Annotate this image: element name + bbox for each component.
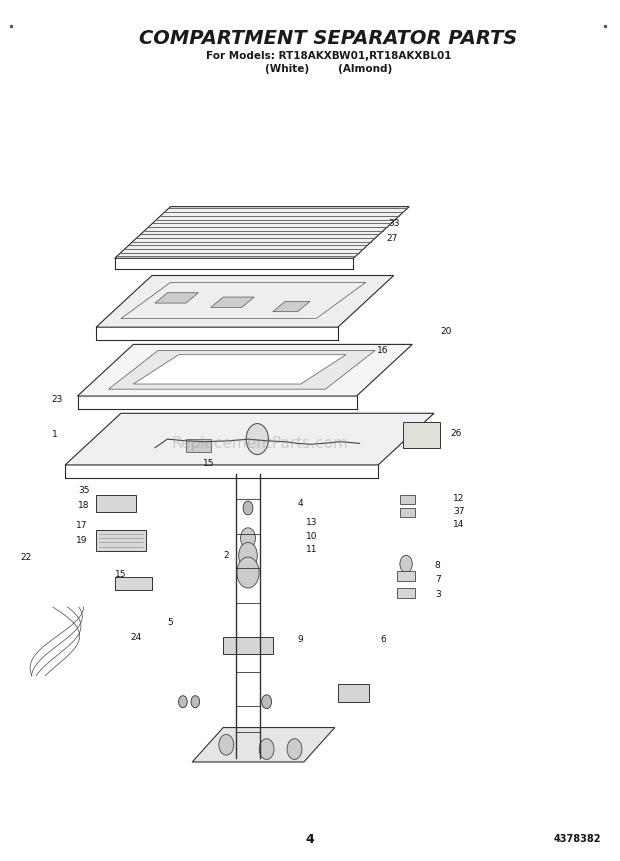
Polygon shape: [211, 297, 254, 307]
Text: 4378382: 4378382: [554, 834, 601, 845]
Polygon shape: [155, 293, 198, 303]
Text: 17: 17: [76, 521, 87, 530]
Text: 13: 13: [306, 518, 317, 527]
Polygon shape: [338, 684, 369, 702]
Text: 1: 1: [51, 430, 58, 439]
Text: 18: 18: [78, 501, 89, 510]
Text: 6: 6: [380, 635, 386, 644]
Polygon shape: [65, 413, 434, 465]
Circle shape: [219, 734, 234, 755]
Bar: [400, 495, 415, 504]
Text: 3: 3: [435, 590, 441, 598]
Text: 35: 35: [78, 486, 89, 495]
Polygon shape: [96, 530, 146, 551]
Circle shape: [243, 501, 253, 515]
Text: 15: 15: [203, 459, 215, 468]
Text: 5: 5: [167, 618, 174, 627]
Text: 2: 2: [223, 551, 229, 560]
Polygon shape: [273, 301, 310, 312]
Text: 4: 4: [306, 833, 314, 846]
Bar: [397, 588, 415, 598]
Text: ReplacementParts.com: ReplacementParts.com: [172, 436, 349, 451]
Polygon shape: [403, 422, 440, 448]
Circle shape: [400, 555, 412, 573]
Text: 15: 15: [115, 570, 126, 579]
Circle shape: [179, 696, 187, 708]
Text: COMPARTMENT SEPARATOR PARTS: COMPARTMENT SEPARATOR PARTS: [140, 29, 518, 48]
Polygon shape: [133, 355, 346, 384]
Text: 10: 10: [306, 532, 317, 541]
Polygon shape: [108, 350, 375, 389]
Text: 7: 7: [435, 575, 441, 584]
Circle shape: [287, 739, 302, 759]
Text: 24: 24: [131, 633, 142, 641]
Text: 26: 26: [450, 430, 461, 438]
Circle shape: [246, 424, 268, 455]
Text: 33: 33: [388, 220, 399, 228]
Polygon shape: [78, 344, 412, 396]
Bar: [397, 571, 415, 581]
Polygon shape: [223, 637, 273, 654]
Text: 8: 8: [435, 561, 441, 570]
Text: 19: 19: [76, 536, 87, 545]
Text: 14: 14: [453, 520, 464, 529]
Polygon shape: [96, 276, 394, 327]
Text: 9: 9: [297, 635, 303, 644]
Text: 23: 23: [51, 395, 63, 404]
Circle shape: [259, 739, 274, 759]
Polygon shape: [115, 577, 152, 590]
Polygon shape: [186, 439, 211, 452]
Text: 22: 22: [20, 554, 32, 562]
Polygon shape: [115, 207, 409, 258]
Circle shape: [239, 542, 257, 568]
Bar: [400, 508, 415, 517]
Text: 11: 11: [306, 545, 317, 554]
Text: (White)        (Almond): (White) (Almond): [265, 64, 392, 74]
Circle shape: [191, 696, 200, 708]
Circle shape: [262, 695, 272, 709]
Text: For Models: RT18AKXBW01,RT18AKXBL01: For Models: RT18AKXBW01,RT18AKXBL01: [206, 51, 451, 61]
Polygon shape: [192, 728, 335, 762]
Text: 20: 20: [441, 327, 452, 336]
Text: 16: 16: [378, 346, 389, 355]
Circle shape: [241, 528, 255, 548]
Text: 4: 4: [297, 499, 303, 508]
Polygon shape: [96, 495, 136, 512]
Circle shape: [237, 557, 259, 588]
Text: 37: 37: [453, 507, 464, 516]
Text: 12: 12: [453, 494, 464, 503]
Text: 27: 27: [386, 234, 397, 243]
